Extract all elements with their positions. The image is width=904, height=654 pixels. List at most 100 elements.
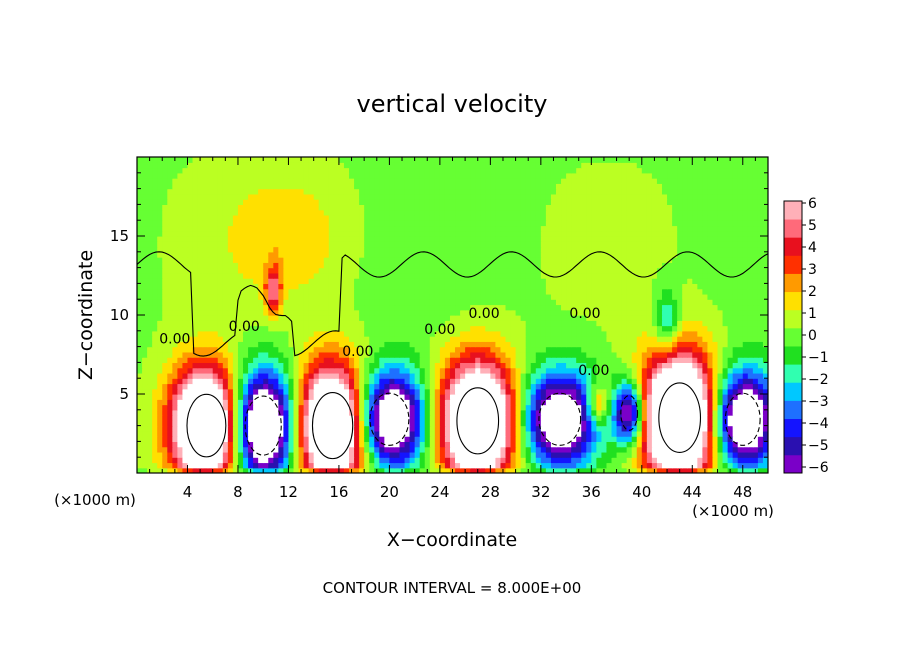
heat-cell: [697, 283, 703, 290]
heat-cell: [702, 362, 709, 369]
heat-cell: [515, 288, 522, 295]
heat-cell: [636, 262, 643, 269]
heat-cell: [298, 293, 305, 300]
heat-cell: [702, 336, 709, 342]
heat-cell: [237, 388, 244, 395]
heat-cell: [444, 425, 451, 432]
heat-cell: [212, 394, 219, 400]
heat-cell: [561, 462, 567, 469]
heat-cell: [389, 351, 396, 358]
heat-cell: [328, 436, 335, 442]
heat-cell: [394, 457, 401, 464]
heat-cell: [419, 467, 426, 473]
heat-cell: [732, 351, 739, 358]
heat-cell: [328, 288, 335, 295]
heat-cell: [646, 378, 653, 385]
heat-cell: [737, 467, 744, 473]
heat-cell: [555, 420, 562, 427]
heat-cell: [449, 278, 456, 284]
heat-cell: [192, 441, 199, 448]
heat-cell: [757, 367, 764, 374]
heat-cell: [192, 357, 199, 363]
heat-cell: [475, 330, 481, 337]
heat-cell: [646, 451, 653, 458]
heat-cell: [157, 467, 163, 473]
heat-cell: [394, 451, 401, 458]
heat-cell: [394, 394, 401, 400]
heat-cell: [152, 467, 158, 473]
heat-cell: [510, 409, 517, 416]
heat-cell: [636, 272, 643, 279]
heat-cell: [641, 399, 648, 406]
heat-cell: [369, 288, 375, 295]
heat-cell: [273, 283, 279, 290]
heat-cell: [601, 462, 608, 469]
heat-cell: [278, 462, 284, 469]
heat-cell: [369, 336, 375, 342]
heat-cell: [404, 462, 411, 469]
heat-cell: [232, 404, 239, 411]
heat-cell: [439, 415, 446, 421]
heat-cell: [762, 441, 768, 448]
heat-cell: [757, 378, 764, 385]
heat-cell: [540, 267, 547, 274]
heat-cell: [222, 436, 229, 442]
heat-cell: [626, 436, 633, 442]
heat-cell: [177, 357, 184, 363]
heat-cell: [318, 336, 325, 342]
heat-cell: [621, 309, 628, 316]
heat-cell: [328, 293, 335, 300]
heat-cell: [500, 404, 507, 411]
heat-cell: [404, 330, 411, 337]
heat-cell: [298, 272, 305, 279]
heat-cell: [732, 272, 739, 279]
heat-cell: [762, 415, 768, 421]
heat-cell: [354, 367, 360, 374]
heat-cell: [328, 283, 335, 290]
heat-cell: [142, 467, 148, 473]
heat-cell: [651, 457, 658, 464]
heat-cell: [343, 299, 350, 306]
heat-cell: [596, 467, 603, 473]
heat-cell: [520, 367, 527, 374]
heat-cell: [444, 394, 451, 400]
heat-cell: [712, 451, 719, 458]
heat-cell: [283, 420, 290, 427]
heat-cell: [596, 378, 603, 385]
heat-cell: [349, 441, 355, 448]
heat-cell: [561, 357, 567, 363]
heat-cell: [349, 336, 355, 342]
heat-cell: [354, 399, 360, 406]
heat-cell: [465, 425, 471, 432]
heat-cell: [399, 309, 406, 316]
heat-cell: [636, 409, 643, 416]
heat-cell: [237, 430, 244, 437]
heat-cell: [727, 415, 734, 421]
heat-cell: [697, 315, 703, 321]
heat-cell: [227, 293, 234, 300]
heat-cell: [621, 325, 628, 332]
heat-cell: [566, 341, 572, 348]
heat-cell: [157, 378, 163, 385]
heat-cell: [747, 420, 754, 427]
heat-cell: [147, 383, 153, 390]
heat-cell: [591, 336, 597, 342]
heat-cell: [465, 415, 471, 421]
heat-cell: [752, 309, 759, 316]
heat-cell: [207, 267, 214, 274]
heat-cell: [349, 320, 355, 327]
heat-cell: [222, 304, 229, 311]
heat-cell: [167, 278, 173, 284]
heat-cell: [157, 420, 163, 427]
heat-cell: [535, 267, 542, 274]
heat-cell: [237, 278, 244, 284]
heat-cell: [687, 309, 693, 316]
heat-cell: [227, 394, 234, 400]
heat-cell: [762, 315, 768, 321]
heat-cell: [581, 420, 587, 427]
heat-cell: [480, 404, 486, 411]
heat-cell: [147, 415, 153, 421]
heat-cell: [399, 378, 406, 385]
heat-cell: [237, 383, 244, 390]
heat-cell: [354, 288, 360, 295]
